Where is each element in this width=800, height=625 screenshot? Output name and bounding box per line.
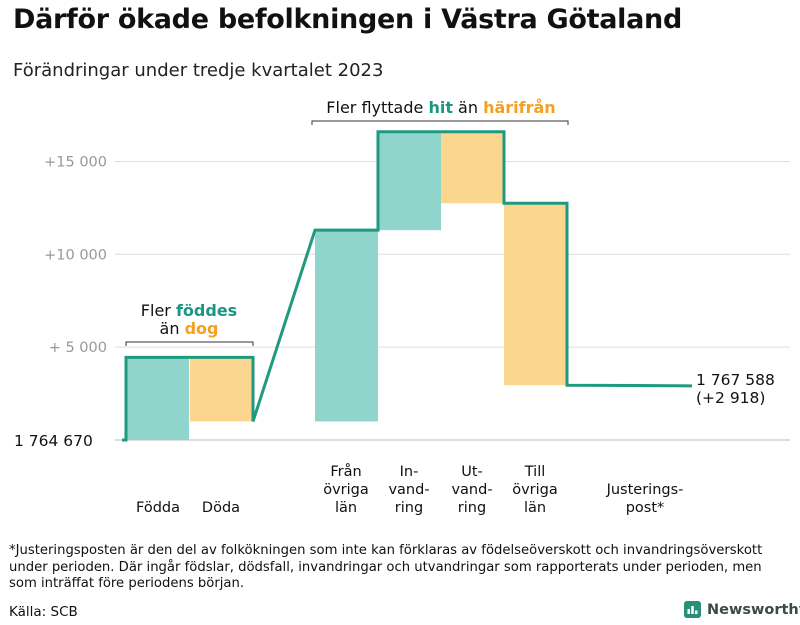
- category-label: Från övriga län: [323, 463, 369, 516]
- newsworthy-logo-icon: [684, 601, 701, 618]
- annotation-bracket: [125, 341, 254, 346]
- end-value-label: 1 767 588: [696, 371, 775, 389]
- bar-tillövrigalän: [504, 203, 567, 386]
- y-tick-label: +15 000: [44, 154, 107, 170]
- end-change-label: (+2 918): [696, 389, 765, 407]
- category-label: Ut-vand-ring: [451, 464, 492, 516]
- category-label: Justerings-post*: [606, 482, 684, 516]
- annotation-text: än dog: [160, 319, 219, 338]
- category-label: Till övriga län: [512, 464, 558, 516]
- annotation-text: Fler flyttade hit än härifrån: [326, 98, 555, 117]
- bar-frånövrigalän: [315, 230, 378, 422]
- cumulative-line: [122, 130, 693, 442]
- brand-logo: Newsworthy: [684, 601, 800, 618]
- bar-invandring: [378, 131, 441, 231]
- chart-subtitle: Förändringar under tredje kvartalet 2023: [13, 60, 384, 81]
- chart-title: Därför ökade befolkningen i Västra Götal…: [13, 4, 682, 35]
- brand-name: Newsworthy: [707, 601, 800, 618]
- start-value-label: 1 764 670: [14, 432, 93, 450]
- source-label: Källa: SCB: [9, 604, 78, 620]
- category-label: In-vand-ring: [388, 464, 429, 516]
- bar-utvandring: [441, 131, 504, 204]
- annotation-text: Fler föddes: [141, 301, 237, 320]
- category-label: Döda: [202, 500, 240, 516]
- category-label: Födda: [136, 500, 180, 516]
- annotation-bracket: [311, 120, 569, 125]
- bar-döda: [190, 357, 253, 422]
- y-tick-label: +10 000: [44, 247, 107, 263]
- bar-födda: [126, 357, 189, 440]
- footnote: *Justeringsposten är den del av folkökni…: [9, 543, 763, 591]
- y-tick-label: + 5 000: [49, 340, 107, 356]
